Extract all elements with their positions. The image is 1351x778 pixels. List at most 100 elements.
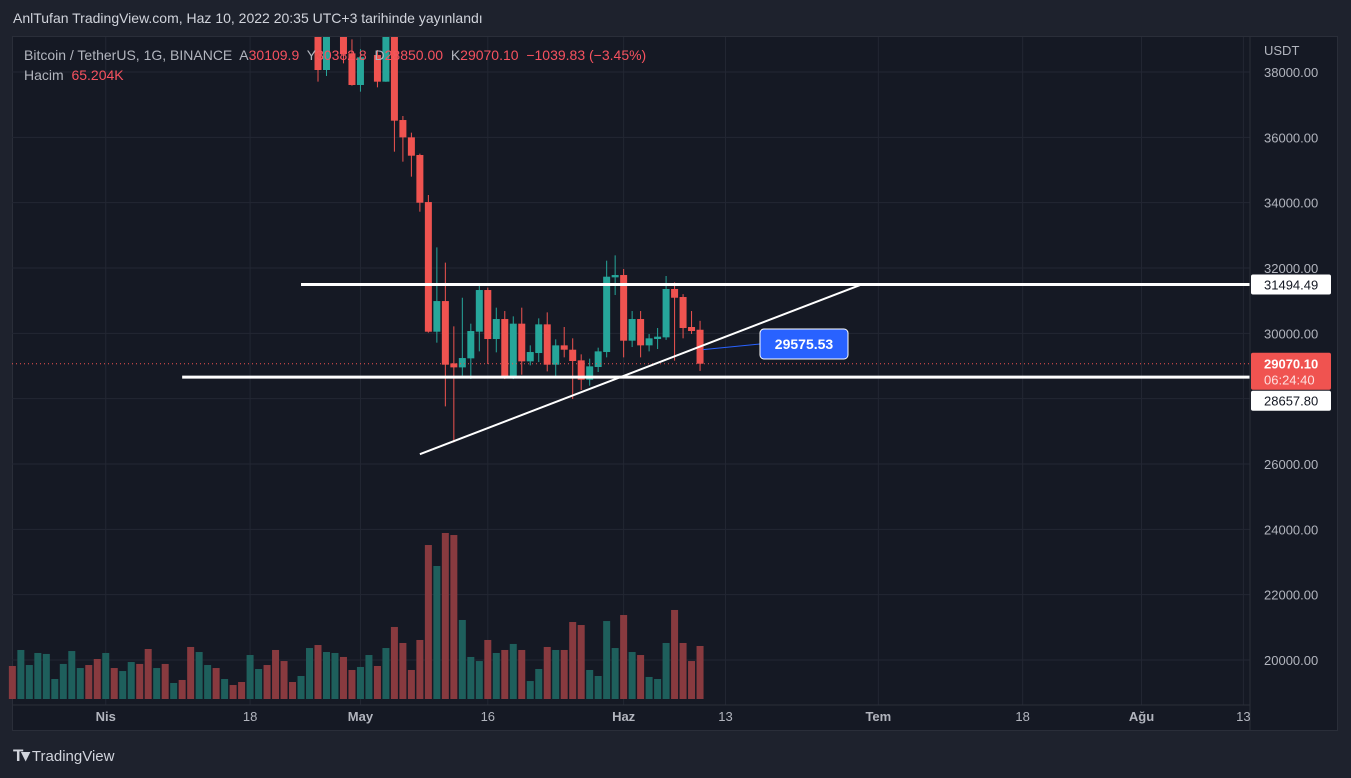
candle-body bbox=[569, 349, 577, 362]
volume-bar bbox=[654, 679, 662, 699]
change-value: −1039.83 (−3.45%) bbox=[526, 47, 647, 63]
volume-bar bbox=[178, 679, 186, 699]
candle-body bbox=[373, 55, 381, 82]
time-tick: 16 bbox=[481, 709, 495, 724]
volume-bar bbox=[611, 648, 619, 699]
volume-bar bbox=[85, 665, 93, 699]
candle-body bbox=[628, 319, 636, 341]
volume-bar bbox=[552, 649, 560, 699]
line-price-tag bbox=[1251, 274, 1331, 295]
high-label: Y bbox=[306, 47, 317, 63]
time-tick: Nis bbox=[96, 709, 116, 724]
volume-bar bbox=[8, 665, 16, 699]
time-axis[interactable]: Nis 18 May 16 Haz 13 Tem 18 Ağu 13 bbox=[96, 709, 1251, 724]
trend-line[interactable] bbox=[419, 283, 862, 456]
volume-bar bbox=[603, 621, 611, 699]
time-tick: Tem bbox=[865, 709, 891, 724]
low-value: 28850.00 bbox=[384, 47, 444, 63]
volume-bar bbox=[221, 679, 229, 699]
volume-bar bbox=[229, 685, 237, 699]
candle-body bbox=[611, 275, 619, 278]
price-tick: 30000.00 bbox=[1264, 326, 1318, 341]
candle-body bbox=[441, 301, 449, 365]
drawings: 29575.53 bbox=[12, 283, 1250, 456]
candle-body bbox=[543, 324, 551, 365]
volume-bar bbox=[170, 682, 178, 699]
brand-name: TradingView bbox=[31, 747, 115, 765]
low-label: D bbox=[374, 47, 385, 63]
price-tick: 32000.00 bbox=[1264, 261, 1318, 276]
close-value: 29070.10 bbox=[460, 47, 519, 63]
volume-bar bbox=[509, 643, 517, 699]
volume-bar bbox=[441, 532, 449, 699]
candle-body bbox=[416, 155, 424, 203]
candle-body bbox=[688, 326, 696, 332]
candle-body bbox=[654, 336, 662, 340]
price-axis[interactable]: USDT 38000.00 36000.00 34000.00 32000.00 3000… bbox=[1251, 43, 1331, 668]
candle-body bbox=[424, 202, 432, 332]
volume-bar bbox=[306, 648, 314, 699]
price-tick: 20000.00 bbox=[1264, 653, 1318, 668]
volume-bar bbox=[560, 649, 568, 699]
close-label: K bbox=[450, 47, 461, 63]
volume-bar bbox=[484, 639, 492, 699]
grid bbox=[12, 37, 1250, 705]
price-tick: 38000.00 bbox=[1264, 65, 1318, 80]
price-tick: 24000.00 bbox=[1264, 522, 1318, 537]
candle-body bbox=[662, 289, 670, 338]
volume-bar bbox=[280, 661, 288, 699]
candle-body bbox=[637, 319, 645, 346]
tradingview-branding[interactable]: T▾ TradingView bbox=[13, 746, 114, 766]
current-price-tag bbox=[1251, 352, 1331, 390]
volume-bar bbox=[586, 669, 594, 699]
candle-body bbox=[484, 290, 492, 340]
volume-bar bbox=[433, 565, 441, 699]
chart-legend: Bitcoin / TetherUS, 1G, BINANCE A30109.9… bbox=[24, 45, 646, 85]
candle-body bbox=[314, 37, 322, 71]
candle-body bbox=[407, 137, 415, 156]
line-price-tag bbox=[1251, 390, 1331, 411]
volume-label[interactable]: Hacim bbox=[24, 67, 64, 83]
time-tick: 13 bbox=[1236, 709, 1250, 724]
time-tick: 18 bbox=[1015, 709, 1029, 724]
volume-bar bbox=[314, 645, 322, 699]
candle-body bbox=[679, 297, 687, 329]
volume-bar bbox=[382, 648, 390, 699]
price-note-box[interactable] bbox=[759, 328, 849, 360]
candle-body bbox=[348, 53, 356, 86]
volume-bar bbox=[51, 679, 59, 699]
volume-bar bbox=[272, 649, 280, 699]
volume-value: 65.204K bbox=[71, 67, 124, 83]
volume-bar bbox=[204, 665, 212, 699]
candle-body bbox=[475, 290, 483, 332]
countdown-label: 06:24:40 bbox=[1264, 373, 1315, 388]
volume-bar bbox=[577, 625, 585, 699]
candles bbox=[314, 37, 704, 443]
volume-bar bbox=[76, 668, 84, 699]
symbol-title[interactable]: Bitcoin / TetherUS, 1G, BINANCE bbox=[24, 47, 233, 63]
price-tick: 36000.00 bbox=[1264, 130, 1318, 145]
volume-bar bbox=[458, 619, 466, 699]
volume-bar bbox=[119, 671, 127, 699]
volume-bar bbox=[688, 661, 696, 699]
volume-bar bbox=[356, 666, 364, 699]
volume-bar bbox=[407, 669, 415, 699]
volume-bar bbox=[127, 662, 135, 699]
open-value: 30109.9 bbox=[248, 47, 300, 63]
volume-bar bbox=[110, 668, 118, 699]
volume-bar bbox=[390, 626, 398, 699]
candle-body bbox=[399, 120, 407, 138]
volume-bar bbox=[339, 656, 347, 699]
price-note-connector bbox=[703, 343, 761, 351]
volume-bar bbox=[59, 663, 67, 699]
volume-bar bbox=[526, 681, 534, 699]
volume-bar bbox=[68, 651, 76, 699]
line-price-label: 28657.80 bbox=[1264, 394, 1318, 409]
candle-body bbox=[501, 319, 509, 379]
high-value: 30382.8 bbox=[316, 47, 367, 63]
candle-body bbox=[450, 363, 458, 368]
candle-body bbox=[339, 37, 347, 55]
volume-bar bbox=[399, 642, 407, 699]
candle-body bbox=[552, 345, 560, 365]
